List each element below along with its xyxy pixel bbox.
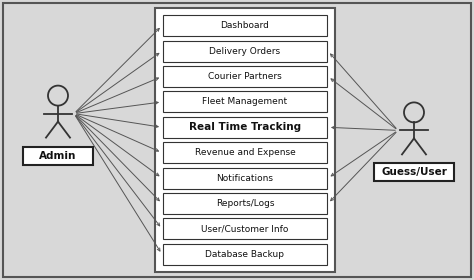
Text: Fleet Management: Fleet Management: [202, 97, 288, 106]
Text: Delivery Orders: Delivery Orders: [210, 46, 281, 56]
Text: Guess/User: Guess/User: [381, 167, 447, 178]
Text: Courier Partners: Courier Partners: [208, 72, 282, 81]
Text: Dashboard: Dashboard: [220, 21, 269, 30]
Bar: [163, 41, 327, 62]
Bar: [163, 142, 327, 163]
Text: Reports/Logs: Reports/Logs: [216, 199, 274, 208]
Text: Revenue and Expense: Revenue and Expense: [195, 148, 295, 157]
Bar: [23, 147, 93, 165]
Bar: [163, 168, 327, 188]
Text: Real Time Tracking: Real Time Tracking: [189, 122, 301, 132]
Bar: [374, 164, 454, 181]
Text: Database Backup: Database Backup: [206, 250, 284, 259]
Text: User/Customer Info: User/Customer Info: [201, 224, 289, 234]
Bar: [155, 8, 335, 272]
Bar: [163, 92, 327, 112]
Text: Notifications: Notifications: [217, 174, 273, 183]
Bar: [163, 244, 327, 265]
Bar: [163, 117, 327, 138]
Bar: [163, 66, 327, 87]
Bar: [163, 193, 327, 214]
Bar: [163, 218, 327, 239]
Text: Admin: Admin: [39, 151, 77, 161]
Bar: [163, 15, 327, 36]
